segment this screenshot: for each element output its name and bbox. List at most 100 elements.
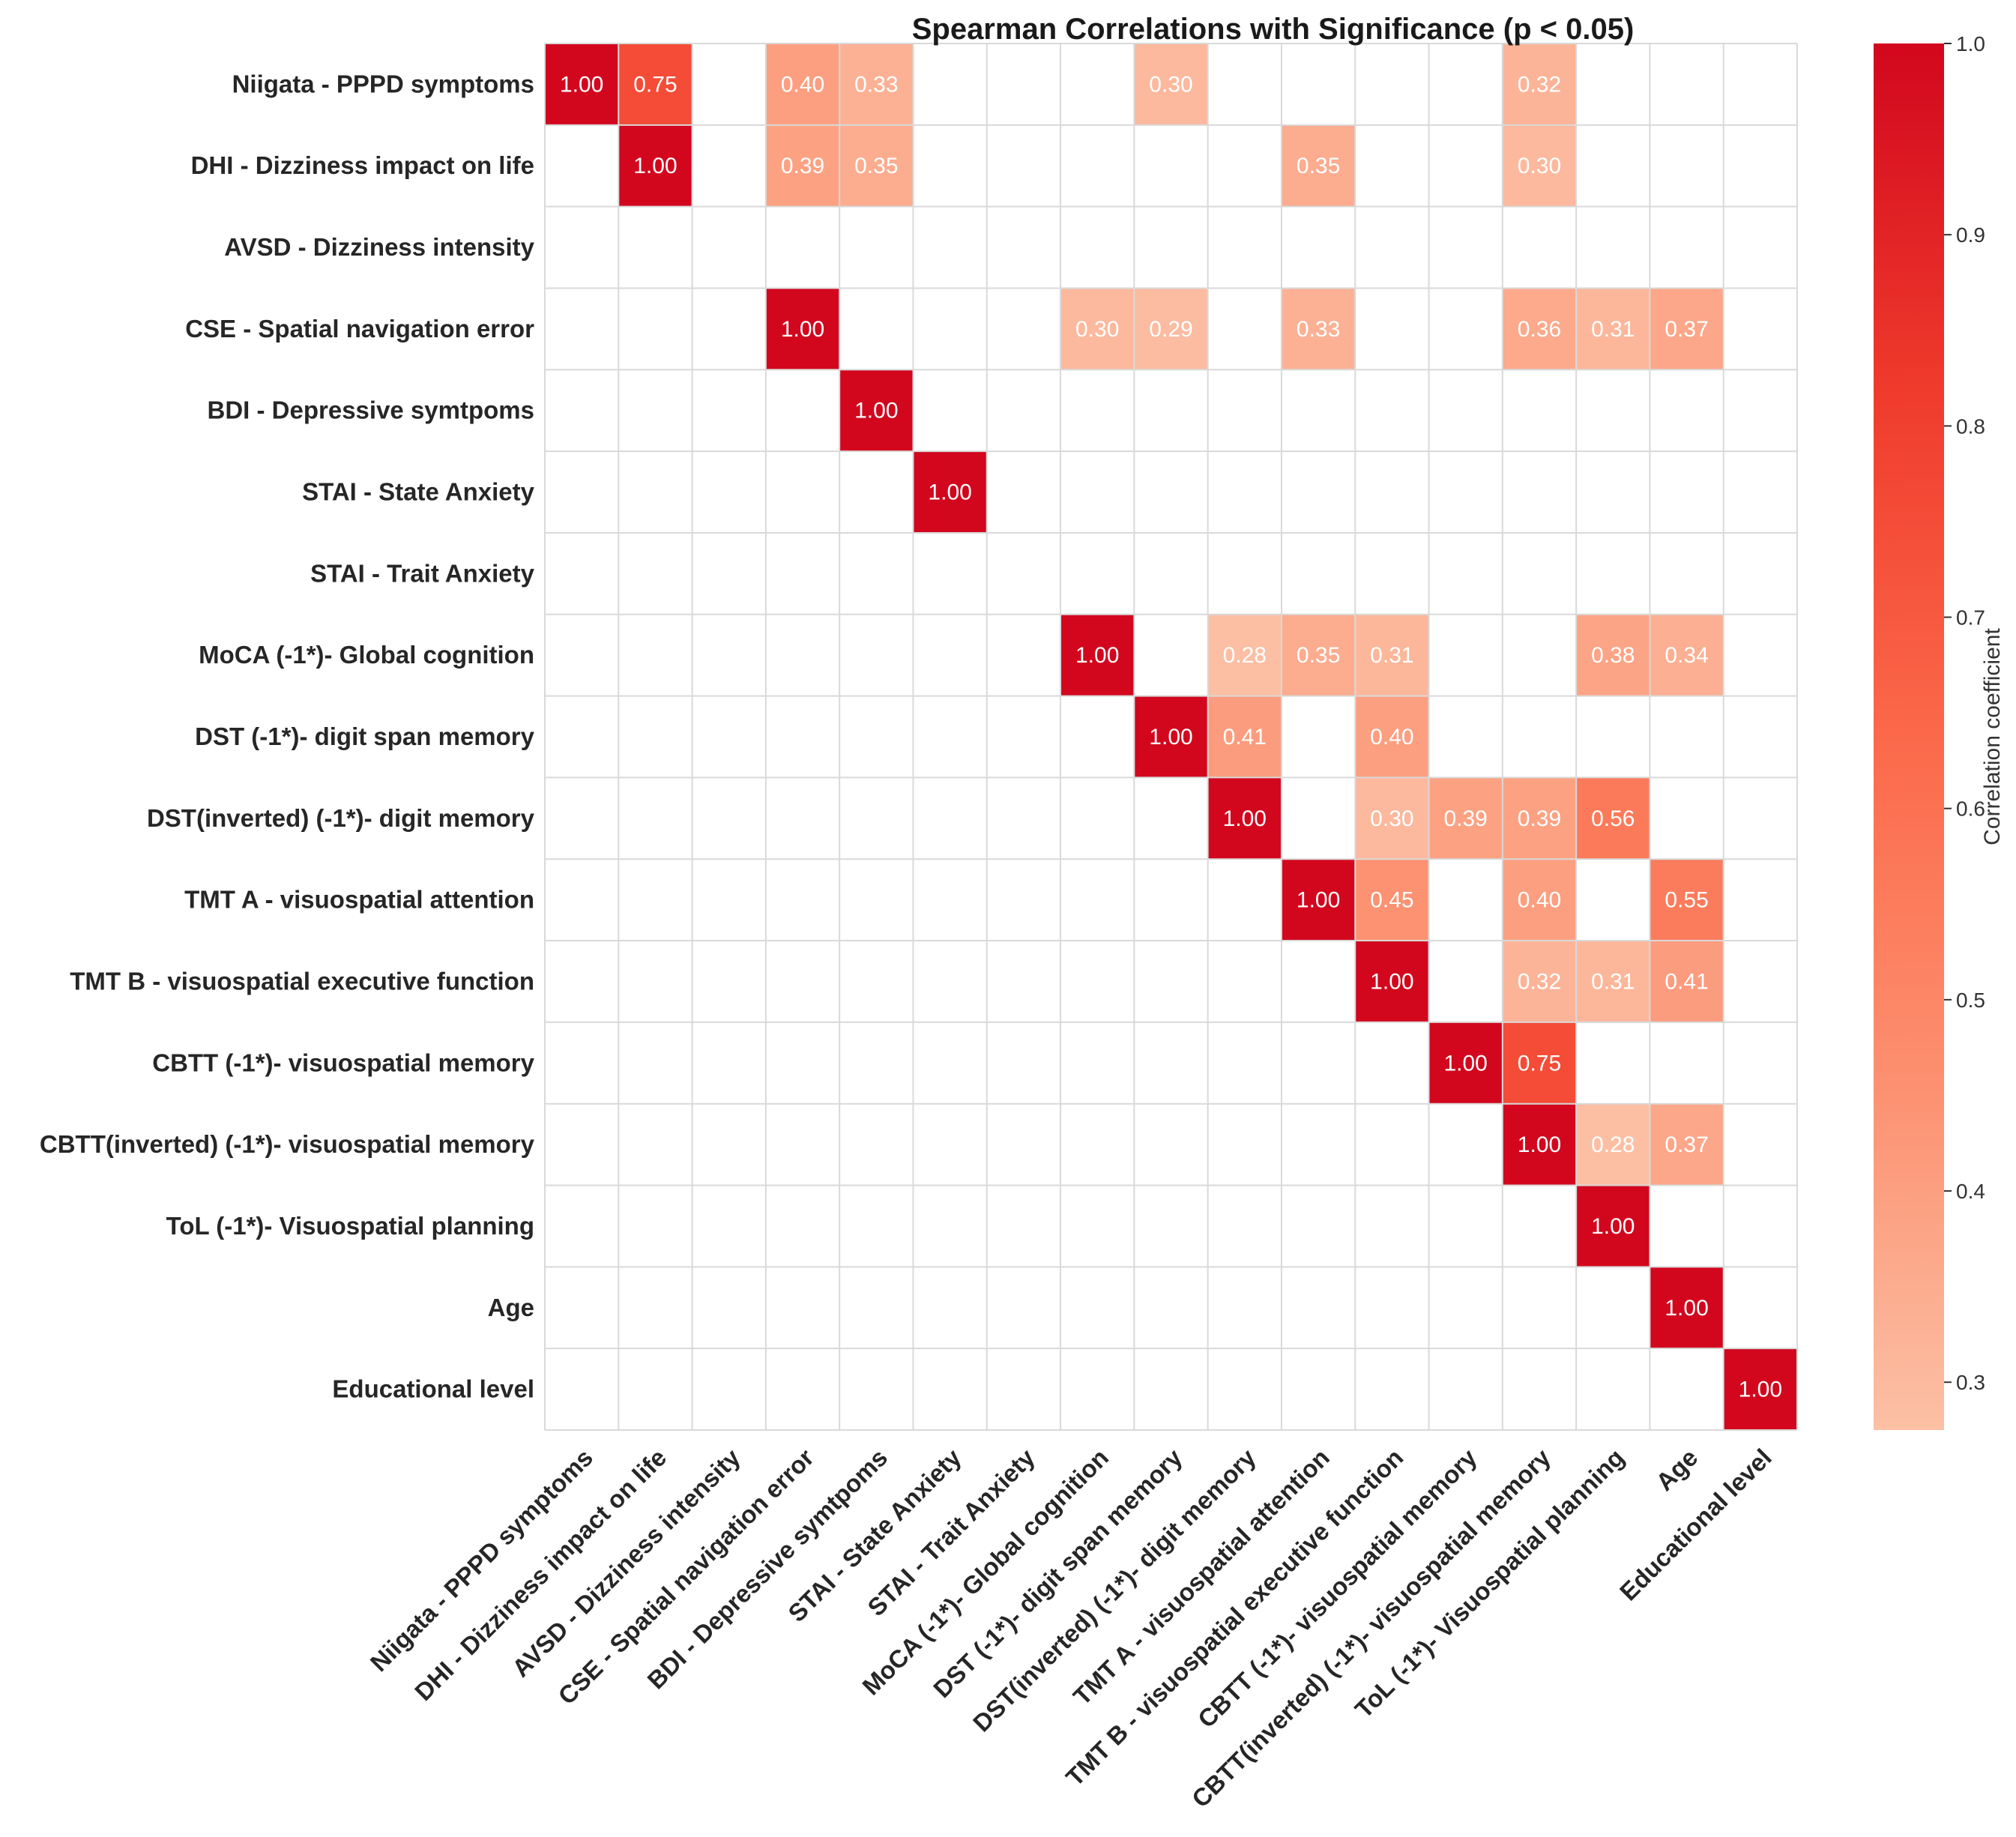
heatmap-cell <box>1650 1267 1724 1349</box>
cell-value-label: 0.40 <box>1370 725 1413 749</box>
cell-value-label: 0.56 <box>1591 806 1635 831</box>
cell-value-label: 1.00 <box>1518 1132 1561 1157</box>
y-tick-label: DHI - Dizziness impact on life <box>191 151 534 179</box>
cell-value-label: 1.00 <box>928 480 971 505</box>
cell-value-label: 1.00 <box>1370 969 1413 994</box>
y-axis-labels: Niigata - PPPD symptoms DHI - Dizziness i… <box>40 70 535 1402</box>
cell-value-label: 0.37 <box>1665 317 1708 342</box>
heatmap-cell <box>1428 777 1503 860</box>
y-tick-label: Educational level <box>332 1375 534 1403</box>
cell-value-label: 0.31 <box>1591 969 1635 994</box>
cell-value-label: 1.00 <box>1591 1214 1635 1239</box>
cell-value-label: 0.36 <box>1518 317 1561 342</box>
heatmap-grid <box>544 43 1798 1431</box>
heatmap-cell <box>1576 1103 1650 1186</box>
cell-value-label: 0.45 <box>1370 888 1413 913</box>
cell-value-label: 0.32 <box>1518 72 1561 97</box>
cell-value-label: 1.00 <box>1075 643 1119 668</box>
heatmap-cell <box>1650 614 1724 696</box>
y-tick-label: STAI - State Anxiety <box>302 478 535 506</box>
cell-value-label: 1.00 <box>854 399 898 423</box>
cell-value-label: 0.28 <box>1223 643 1267 668</box>
cell-value-label: 0.30 <box>1370 806 1413 831</box>
x-tick-label: TMT B - visuospatial executive function <box>1060 1444 1408 1791</box>
colorbar-gradient <box>1874 43 1944 1430</box>
cell-value-label: 1.00 <box>1297 888 1340 913</box>
heatmap-cell <box>1428 1022 1503 1104</box>
y-tick-label: Age <box>488 1294 534 1321</box>
cell-value-label: 1.00 <box>633 154 677 178</box>
cell-value-label: 0.35 <box>1297 154 1340 178</box>
cell-value-label: 0.55 <box>1665 888 1708 913</box>
cell-value-label: 0.29 <box>1149 317 1192 342</box>
cell-value-label: 0.75 <box>1518 1051 1561 1076</box>
cell-value-label: 0.30 <box>1075 317 1119 342</box>
heatmap-cell <box>765 288 840 370</box>
heatmap-cells: 1.00 0.75 0.40 0.33 0.30 0.32 1.00 0.39 0.35 0.35… <box>545 43 1797 1430</box>
heatmap-cell <box>1576 1185 1650 1267</box>
heatmap-cell <box>1355 614 1429 696</box>
y-tick-label: AVSD - Dizziness intensity <box>224 233 534 261</box>
cell-value-label: 0.40 <box>781 72 824 97</box>
heatmap-cell <box>1650 1103 1724 1186</box>
heatmap-cell <box>839 124 914 207</box>
cell-value-label: 1.00 <box>1665 1296 1708 1321</box>
y-tick-label: CBTT(inverted) (-1*)- visuospatial memor… <box>40 1130 535 1158</box>
cell-value-label: 0.33 <box>854 72 898 97</box>
heatmap-cell <box>1502 43 1577 125</box>
cell-value-label: 0.38 <box>1591 643 1635 668</box>
chart-title: Spearman Correlations with Significance … <box>911 12 1635 46</box>
heatmap-cell <box>1281 859 1356 941</box>
x-tick-label: ToL (-1*)- Visuospatial planning <box>1350 1444 1630 1724</box>
heatmap-cell <box>1502 124 1577 207</box>
heatmap-cell <box>1723 1348 1797 1430</box>
heatmap-cell <box>1576 941 1650 1022</box>
cell-value-label: 1.00 <box>560 72 603 97</box>
heatmap-cell <box>1355 859 1429 941</box>
cell-value-label: 0.75 <box>633 72 677 97</box>
colorbar-tick-label: 0.6 <box>1956 797 1985 821</box>
heatmap-cell <box>1207 614 1282 696</box>
y-tick-label: Niigata - PPPD symptoms <box>232 70 534 97</box>
y-tick-label: MoCA (-1*)- Global cognition <box>199 641 534 669</box>
heatmap-cell <box>839 369 914 452</box>
heatmap-cell <box>765 43 840 125</box>
heatmap-cell <box>618 124 692 207</box>
y-tick-label: DST(inverted) (-1*)- digit memory <box>147 804 535 832</box>
y-tick-label: CBTT (-1*)- visuospatial memory <box>152 1049 534 1076</box>
heatmap-cell <box>1502 288 1577 370</box>
cell-value-label: 0.41 <box>1223 725 1267 749</box>
y-tick-label: ToL (-1*)- Visuospatial planning <box>166 1212 534 1240</box>
y-tick-label: STAI - Trait Anxiety <box>310 559 535 587</box>
heatmap-cell <box>1576 614 1650 696</box>
heatmap-cell <box>1355 941 1429 1022</box>
heatmap-cell <box>913 451 987 533</box>
colorbar-tick-label: 0.9 <box>1956 223 1985 247</box>
cell-value-label: 0.33 <box>1297 317 1340 342</box>
colorbar-tick-label: 0.4 <box>1956 1180 1985 1203</box>
cell-value-label: 0.31 <box>1370 643 1413 668</box>
cell-value-label: 0.39 <box>1518 806 1561 831</box>
cell-value-label: 0.32 <box>1518 969 1561 994</box>
heatmap-cell <box>1207 696 1282 778</box>
heatmap-cell <box>1650 288 1724 370</box>
cell-value-label: 0.35 <box>854 154 898 178</box>
cell-value-label: 1.00 <box>781 317 824 342</box>
heatmap-cell <box>765 124 840 207</box>
colorbar-label: Correlation coefficient <box>1980 628 2005 845</box>
heatmap-cell <box>1281 288 1356 370</box>
cell-value-label: 0.39 <box>781 154 824 178</box>
heatmap-cell <box>1502 1103 1577 1186</box>
cell-value-label: 0.34 <box>1665 643 1708 668</box>
colorbar-tick-label: 0.3 <box>1956 1371 1985 1394</box>
heatmap-cell <box>1650 859 1724 941</box>
heatmap-cell <box>1060 288 1135 370</box>
cell-value-label: 0.39 <box>1443 806 1487 831</box>
cell-value-label: 1.00 <box>1149 725 1192 749</box>
heatmap-cell <box>1281 124 1356 207</box>
cell-value-label: 0.40 <box>1518 888 1561 913</box>
heatmap-cell <box>1134 288 1208 370</box>
